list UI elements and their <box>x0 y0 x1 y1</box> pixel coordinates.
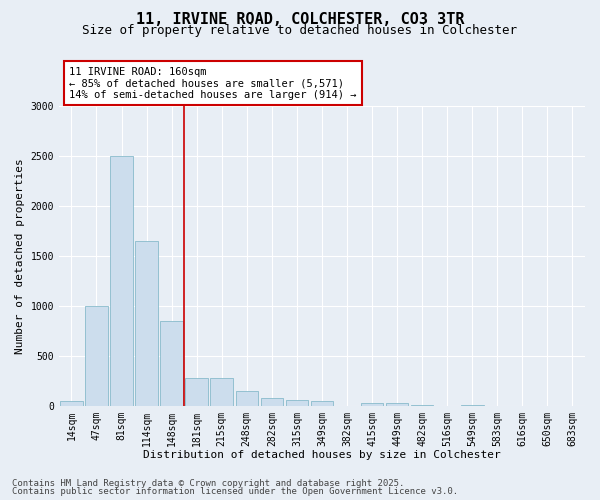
Bar <box>361 402 383 406</box>
Y-axis label: Number of detached properties: Number of detached properties <box>15 158 25 354</box>
Bar <box>386 402 409 406</box>
X-axis label: Distribution of detached houses by size in Colchester: Distribution of detached houses by size … <box>143 450 501 460</box>
Text: 11, IRVINE ROAD, COLCHESTER, CO3 3TR: 11, IRVINE ROAD, COLCHESTER, CO3 3TR <box>136 12 464 28</box>
Bar <box>85 306 108 406</box>
Bar <box>110 156 133 406</box>
Bar <box>160 321 183 406</box>
Bar <box>236 390 258 406</box>
Text: Contains HM Land Registry data © Crown copyright and database right 2025.: Contains HM Land Registry data © Crown c… <box>12 478 404 488</box>
Bar <box>260 398 283 406</box>
Bar <box>136 241 158 406</box>
Text: Size of property relative to detached houses in Colchester: Size of property relative to detached ho… <box>83 24 517 37</box>
Bar <box>185 378 208 406</box>
Bar <box>286 400 308 406</box>
Bar <box>60 400 83 406</box>
Text: 11 IRVINE ROAD: 160sqm
← 85% of detached houses are smaller (5,571)
14% of semi-: 11 IRVINE ROAD: 160sqm ← 85% of detached… <box>70 66 357 100</box>
Text: Contains public sector information licensed under the Open Government Licence v3: Contains public sector information licen… <box>12 487 458 496</box>
Bar <box>211 378 233 406</box>
Bar <box>311 400 333 406</box>
